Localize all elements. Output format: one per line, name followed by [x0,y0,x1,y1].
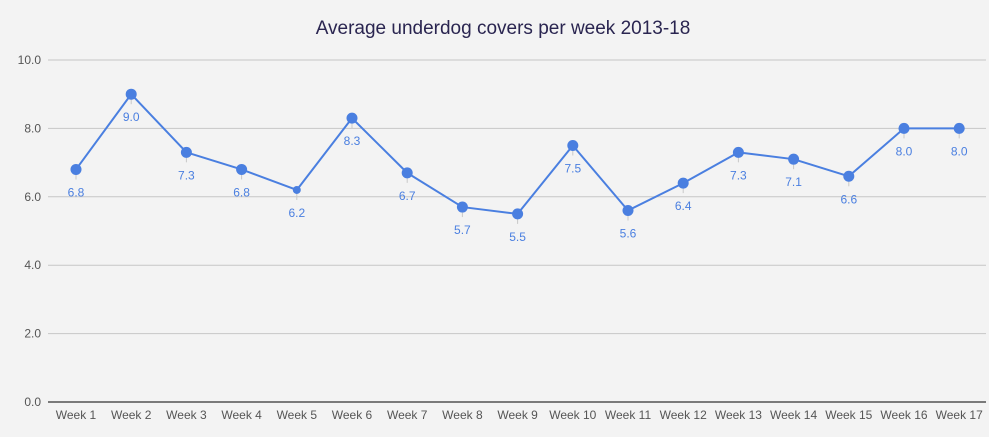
data-label: 5.7 [454,223,471,237]
data-point[interactable] [236,163,248,175]
data-point[interactable] [512,208,524,220]
x-tick-label: Week 7 [387,408,428,422]
y-tick-label: 4.0 [24,258,41,272]
gridlines [48,59,986,403]
data-label: 6.4 [675,199,692,213]
data-label: 5.6 [620,226,637,240]
x-tick-label: Week 4 [221,408,262,422]
data-point[interactable] [622,204,634,216]
x-tick-label: Week 14 [770,408,817,422]
x-tick-label: Week 11 [605,408,652,422]
data-label: 7.3 [178,168,195,182]
data-labels: 6.8 9.0 7.3 6.8 6.2 8.3 6.7 5.7 5.5 7.5 5.6 6.4 7.3 7… [68,110,968,244]
x-tick-label: Week 3 [166,408,207,422]
y-tick-label: 10.0 [18,53,42,67]
data-point[interactable] [898,122,910,134]
x-tick-label: Week 5 [277,408,318,422]
data-label: 6.8 [68,185,85,199]
data-point[interactable] [292,185,301,194]
x-tick-label: Week 1 [56,408,97,422]
data-point[interactable] [456,201,468,213]
series-line [75,93,960,215]
data-label: 6.8 [233,185,250,199]
y-tick-label: 6.0 [24,190,41,204]
data-point[interactable] [677,177,689,189]
x-tick-label: Week 9 [497,408,538,422]
series-points [70,88,965,224]
data-point[interactable] [953,122,965,134]
data-point[interactable] [843,170,855,182]
x-tick-label: Week 8 [442,408,483,422]
data-label: 6.6 [840,192,857,206]
data-point[interactable] [567,140,579,151]
data-label: 7.3 [730,168,747,182]
x-tick-label: Week 10 [549,408,596,422]
y-axis-ticks: 0.0 2.0 4.0 6.0 8.0 10.0 [18,53,42,409]
data-point[interactable] [125,88,137,100]
data-label: 8.3 [344,134,361,148]
data-label: 8.0 [896,144,913,158]
y-tick-label: 8.0 [24,121,41,135]
y-tick-label: 0.0 [24,395,41,409]
x-tick-label: Week 17 [936,408,983,422]
x-tick-label: Week 13 [715,408,762,422]
data-label: 9.0 [123,110,140,124]
data-label: 6.7 [399,189,416,203]
data-label: 6.2 [288,206,305,220]
data-point[interactable] [401,167,413,179]
data-label: 8.0 [951,144,968,158]
data-point[interactable] [732,146,744,158]
series-lines [75,93,960,215]
data-label: 5.5 [509,230,526,244]
x-tick-label: Week 6 [332,408,373,422]
chart-title: Average underdog covers per week 2013-18 [316,18,691,39]
x-axis-ticks: Week 1 Week 2 Week 3 Week 4 Week 5 Week 6 Week… [56,408,983,422]
data-label: 7.5 [564,162,581,176]
x-tick-label: Week 16 [880,408,927,422]
y-tick-label: 2.0 [24,327,41,341]
data-point[interactable] [346,112,358,124]
data-label: 7.1 [785,175,802,189]
data-point[interactable] [788,153,800,165]
x-tick-label: Week 2 [111,408,152,422]
data-point[interactable] [180,146,192,158]
data-point[interactable] [70,163,82,175]
x-tick-label: Week 12 [660,408,707,422]
x-tick-label: Week 15 [825,408,872,422]
